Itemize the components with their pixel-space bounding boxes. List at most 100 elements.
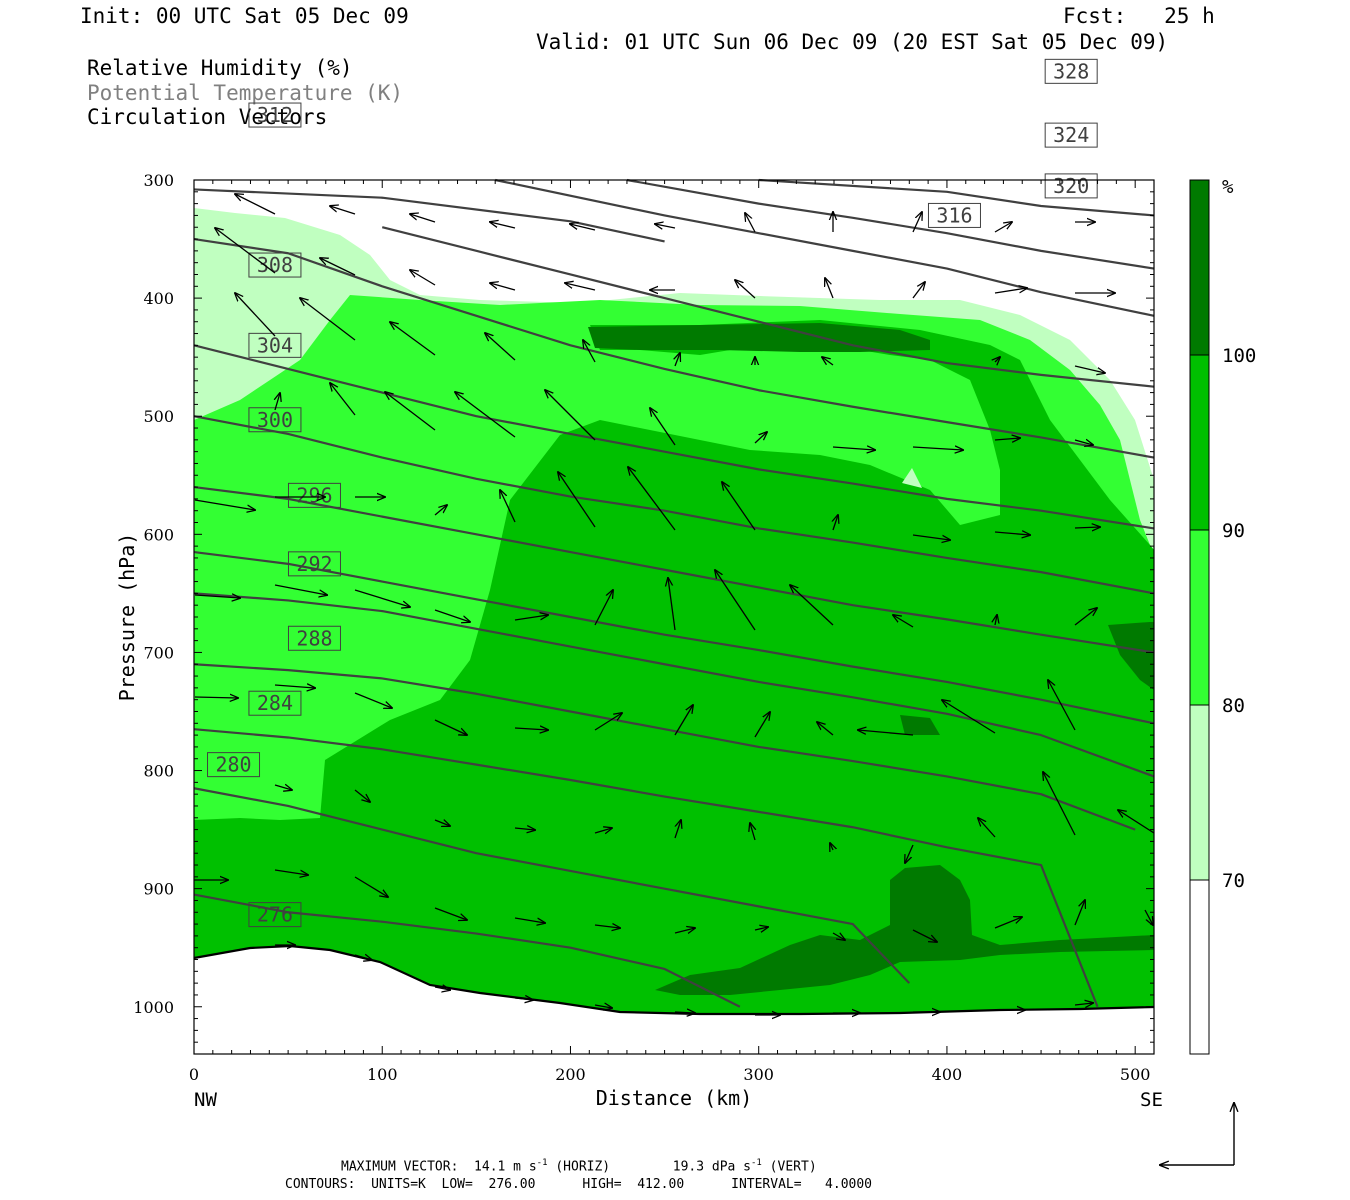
theta-contour-324: [626, 178, 1155, 270]
vector: [790, 585, 834, 626]
rh-fill-layer: [194, 208, 1154, 1054]
max-vector-line: MAXIMUM VECTOR: 14.1 m s-1 (HORIZ) 19.3 …: [341, 1158, 817, 1175]
vector: [354, 692, 392, 708]
vector: [330, 383, 356, 416]
vector: [995, 615, 997, 626]
vector: [300, 298, 356, 341]
theta-label-box-300: [248, 407, 302, 433]
circulation-vector-layer: [194, 194, 1155, 1015]
vector: [558, 472, 596, 528]
vector: [354, 955, 372, 960]
vector: [715, 570, 756, 631]
x-axis-label: Distance (km): [596, 1086, 753, 1110]
legend-theta: Potential Temperature (K): [87, 81, 404, 105]
vector: [722, 482, 756, 531]
vector: [833, 515, 838, 531]
endpoint-left: NW: [194, 1089, 217, 1111]
theta-contour-296: [193, 550, 1155, 725]
theta-label-box-316: [927, 202, 981, 228]
vector: [583, 340, 596, 363]
x-tick-label: 200: [555, 1065, 586, 1084]
vector: [434, 505, 447, 516]
theta-label-292: 292: [296, 552, 332, 576]
vector: [994, 438, 1020, 440]
vector: [514, 998, 533, 1000]
colorbar-unit: %: [1222, 176, 1234, 198]
theta-label-layer: 276 280 284 288 292 296 300 304 308 312 316 320 324 3…: [207, 58, 1098, 928]
vector: [274, 685, 315, 688]
x-axis: 0 100 200 300 400 500: [189, 180, 1150, 1084]
y-axis-label: Pressure (hPa): [115, 533, 139, 702]
y-tick-label: 1000: [133, 998, 174, 1017]
theta-label-316: 316: [936, 203, 972, 227]
colorbar-level-100: 100: [1222, 345, 1256, 367]
vector: [912, 929, 937, 942]
theta-contour-284: [193, 728, 1099, 1008]
y-tick-label: 400: [143, 289, 174, 308]
vector: [754, 712, 770, 738]
vector: [1074, 440, 1093, 445]
vector: [655, 224, 676, 228]
vector: [594, 828, 612, 833]
vector: [434, 907, 467, 920]
theta-contour-328: [758, 178, 1155, 217]
vector: [274, 869, 308, 875]
vector: [893, 615, 914, 628]
theta-label-box-312: [248, 102, 302, 128]
vector: [594, 590, 613, 626]
vector: [594, 1005, 612, 1008]
vector: [570, 224, 596, 231]
vector: [735, 280, 756, 299]
terrain-outline: [193, 944, 1155, 1016]
rh-100-region-right: [1108, 622, 1154, 690]
vector: [832, 933, 845, 940]
theta-contour-layer: [193, 178, 1155, 1008]
y-tick-label: 500: [143, 407, 174, 426]
theta-label-box-276: [248, 902, 302, 928]
vector: [235, 293, 276, 337]
colorbar-level-90: 90: [1222, 520, 1245, 542]
vector: [912, 534, 950, 540]
theta-contour-316: [381, 226, 1155, 388]
theta-label-box-284: [248, 690, 302, 716]
vector: [565, 283, 596, 291]
y-tick-label: 700: [143, 643, 174, 662]
forecast-hour: Fcst: 25 h: [1063, 4, 1215, 28]
theta-label-box-292: [287, 551, 341, 577]
colorbar-level-70: 70: [1222, 870, 1245, 892]
vector: [410, 214, 436, 223]
vector: [994, 288, 1027, 294]
legend-vectors: Circulation Vectors: [87, 105, 328, 129]
theta-label-312: 312: [257, 103, 293, 127]
vector: [1043, 772, 1076, 836]
reference-vector: [1160, 1103, 1234, 1165]
theta-label-box-280: [207, 752, 261, 778]
rh-100-region-lower: [655, 865, 1154, 995]
theta-label-box-288: [287, 625, 341, 651]
vector: [594, 925, 620, 928]
theta-contour-304: [193, 415, 1155, 595]
y-tick-label: 300: [143, 171, 174, 190]
theta-label-box-328: [1044, 58, 1098, 84]
theta-contour-300: [193, 485, 1155, 654]
y-axis: 300 400 500 600 700 800 900 1000: [133, 171, 1154, 1043]
theta-contour-312: [193, 237, 1155, 459]
theta-label-324: 324: [1053, 123, 1089, 147]
vector: [912, 447, 963, 450]
vector: [942, 700, 996, 734]
vector: [1074, 365, 1105, 373]
theta-label-320: 320: [1053, 174, 1089, 198]
vector: [675, 353, 680, 367]
vector: [514, 728, 548, 730]
theta-label-304: 304: [257, 333, 293, 357]
vector: [410, 270, 436, 286]
rh-100-region-small: [900, 715, 940, 735]
vector: [1118, 810, 1155, 834]
vector: [354, 789, 370, 802]
x-tick-label: 100: [367, 1065, 398, 1084]
vector: [490, 283, 516, 291]
vector: [390, 322, 436, 356]
theta-label-box-296: [287, 482, 341, 508]
vector: [514, 828, 535, 830]
